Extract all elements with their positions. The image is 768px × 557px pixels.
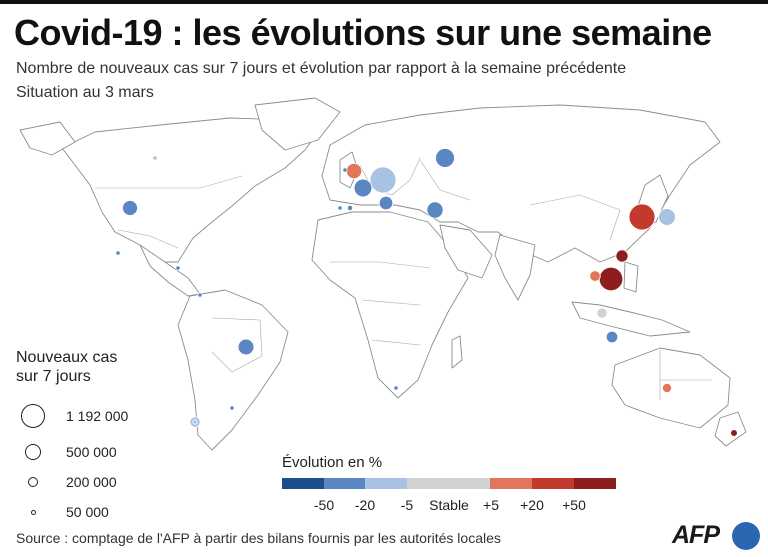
- size-legend-label: 500 000: [66, 444, 117, 460]
- bubble-united-kingdom: [345, 162, 363, 180]
- land-india: [494, 234, 536, 301]
- bubble-brazil: [237, 338, 255, 356]
- evolution-tick: +20: [520, 497, 544, 513]
- bubble-australia: [662, 382, 673, 393]
- bubble-turkey: [426, 201, 444, 219]
- land-alaska: [19, 121, 76, 156]
- size-legend-item: 500 000: [0, 440, 200, 464]
- size-legend-item: 1 192 000: [0, 404, 200, 428]
- size-legend-title: Nouveaux cas sur 7 jours: [16, 348, 117, 386]
- evolution-color-segment: [323, 478, 366, 489]
- evolution-tick: -50: [313, 497, 335, 513]
- land-africa: [311, 211, 469, 399]
- top-rule: [0, 0, 768, 4]
- bubble-caribbean: [175, 265, 181, 271]
- bubble-usa: [122, 200, 138, 216]
- bubble-indonesia: [605, 330, 619, 344]
- border-africa: [330, 261, 431, 346]
- border-brazil: [211, 317, 263, 373]
- bubble-spain: [346, 204, 354, 212]
- bubble-japan: [628, 203, 656, 231]
- bubble-vietnam: [598, 266, 624, 292]
- land-greenland: [254, 97, 341, 151]
- size-legend-circle-200000: [28, 477, 38, 487]
- bubble-thailand: [589, 270, 601, 282]
- bubble-mexico: [115, 250, 121, 256]
- size-legend-circle-1192000: [21, 404, 45, 428]
- size-legend-title-line2: sur 7 jours: [16, 368, 91, 385]
- size-legend-label: 200 000: [66, 474, 117, 490]
- border-russia: [419, 159, 471, 201]
- bubble-hong-kong: [615, 249, 629, 263]
- bubble-germany: [369, 166, 397, 194]
- bubble-italy: [378, 195, 394, 211]
- evolution-color-segment: [407, 478, 449, 489]
- land-north-america: [61, 117, 319, 263]
- land-madagascar: [451, 335, 463, 369]
- bubble-south-africa: [393, 385, 399, 391]
- evolution-tick: Stable: [429, 497, 469, 513]
- map-borders: [95, 157, 712, 400]
- border-china: [529, 194, 621, 241]
- land-new-zealand: [714, 411, 747, 447]
- border-australia: [659, 350, 712, 400]
- bubble-uruguay: [229, 405, 235, 411]
- size-legend-circle-50000: [31, 510, 36, 515]
- evolution-color-segment: [365, 478, 408, 489]
- evolution-color-scale: [282, 478, 616, 489]
- bubble-new-zealand: [730, 429, 738, 437]
- bubble-portugal: [337, 205, 343, 211]
- afp-logo-dot: [732, 522, 760, 550]
- size-legend-item: 50 000: [0, 500, 200, 524]
- bubbles-layer: [115, 148, 738, 437]
- border-us-mexico: [117, 229, 179, 249]
- bubble-russia: [435, 148, 455, 168]
- bubble-colombia: [197, 292, 203, 298]
- page-subtitle: Nombre de nouveaux cas sur 7 jours et év…: [16, 60, 627, 77]
- bubble-chile: [192, 419, 198, 425]
- evolution-color-segment: [448, 478, 491, 489]
- afp-logo-text: AFP: [672, 521, 720, 549]
- source-note: Source : comptage de l'AFP à partir des …: [16, 530, 501, 546]
- size-legend-item: 200 000: [0, 470, 200, 494]
- land-eurasia: [321, 104, 721, 263]
- size-legend-label: 1 192 000: [66, 408, 129, 424]
- situation-date: Situation au 3 mars: [16, 84, 154, 101]
- bubble-ireland: [342, 167, 348, 173]
- bubble-canada-west: [152, 155, 158, 161]
- land-arabia: [439, 224, 493, 279]
- evolution-color-segment: [573, 478, 616, 489]
- evolution-color-segment: [282, 478, 324, 489]
- size-legend-title-line1: Nouveaux cas: [16, 349, 118, 366]
- evolution-tick: -20: [354, 497, 376, 513]
- border-us-canada: [95, 175, 243, 189]
- bubble-south-korea: [658, 208, 676, 226]
- evolution-legend-title: Évolution en %: [282, 454, 383, 471]
- afp-logo: AFP: [672, 520, 762, 552]
- bubble-malaysia: [596, 307, 608, 319]
- evolution-tick: +5: [483, 497, 499, 513]
- land-philippines: [623, 261, 639, 293]
- evolution-color-segment: [490, 478, 533, 489]
- land-indonesia: [571, 301, 691, 337]
- size-legend-label: 50 000: [66, 504, 109, 520]
- size-legend-circle-500000: [25, 444, 41, 460]
- evolution-tick: +50: [562, 497, 586, 513]
- page-title: Covid-19 : les évolutions sur une semain…: [14, 12, 712, 53]
- evolution-color-segment: [532, 478, 574, 489]
- evolution-tick: -5: [400, 497, 414, 513]
- bubble-france: [353, 178, 373, 198]
- map-land: [19, 97, 747, 451]
